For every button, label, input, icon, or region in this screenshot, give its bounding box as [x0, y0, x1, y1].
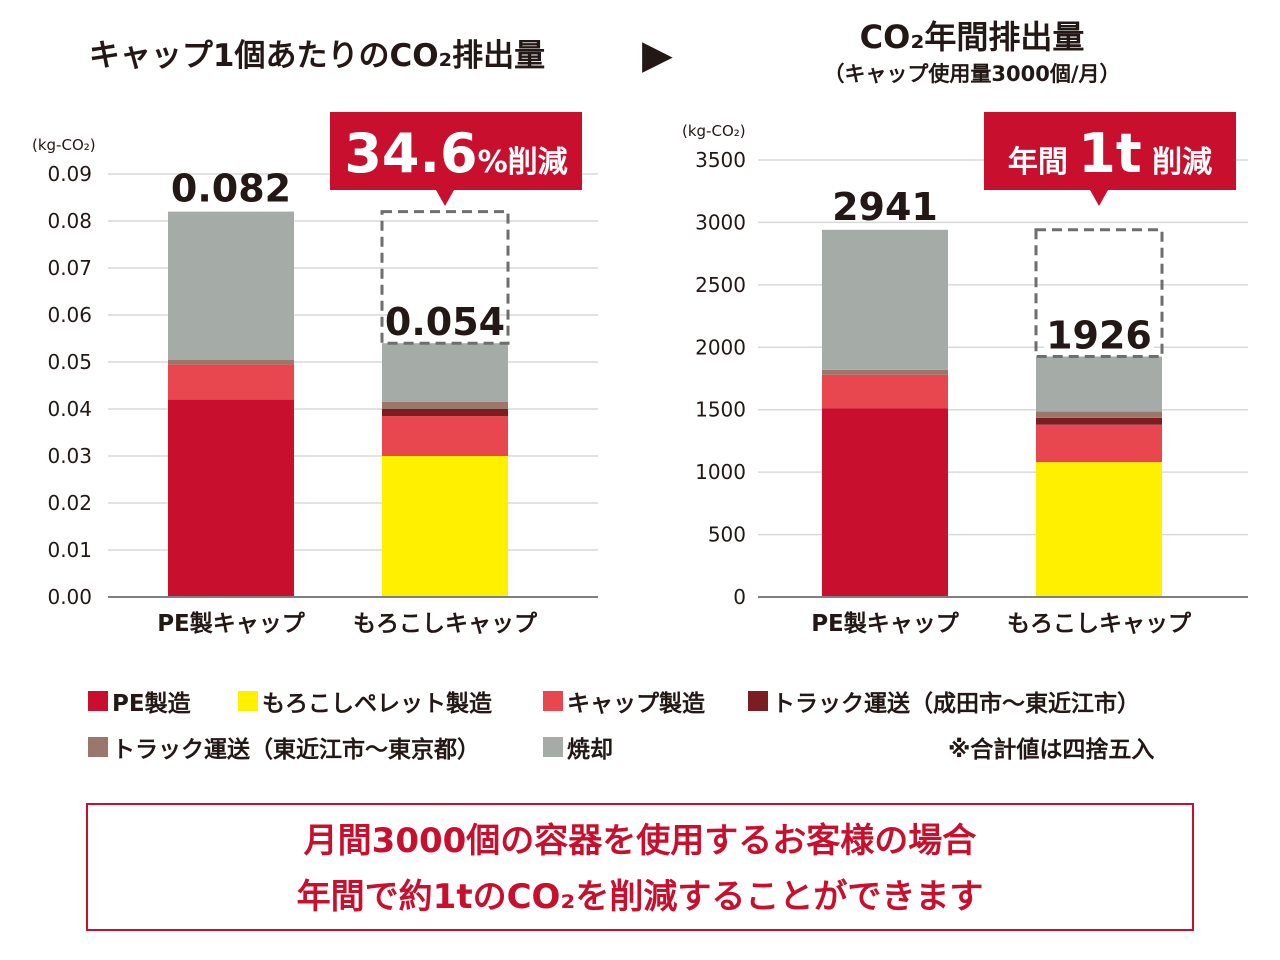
bar-segment [822, 369, 948, 375]
x-category-label: もろこしキャップ [1007, 611, 1192, 637]
reduction-outline [380, 210, 510, 345]
y-tick-label: 0.00 [47, 585, 92, 609]
bar-segment [1036, 417, 1162, 425]
bar-segment [382, 416, 508, 456]
callout-number: 34.6 [344, 122, 477, 185]
y-tick-label: 3000 [695, 210, 746, 234]
total-label-pe: 0.082 [171, 167, 291, 211]
legend-label: トラック運送（成田市～東近江市） [772, 691, 1140, 717]
y-tick-label: 0.01 [47, 538, 92, 562]
callout-prefix: 年間 [1008, 145, 1078, 180]
legend-swatch [88, 737, 108, 757]
bar-segment [822, 374, 948, 409]
chart-2-subtitle: （キャップ使用量3000個/月） [823, 62, 1121, 86]
y-tick-label: 0.05 [47, 350, 92, 374]
bar-segment [1036, 424, 1162, 463]
legend-item-incin: 焼却 [543, 730, 613, 764]
summary-box: 月間3000個の容器を使用するお客様の場合 年間で約1tのCO₂を削減することが… [86, 803, 1194, 931]
callout-number: 1t [1078, 122, 1141, 185]
callout-suffix: %削減 [478, 145, 568, 180]
reduction-callout [330, 112, 582, 190]
y-axis-unit: (kg-CO₂) [32, 136, 96, 154]
callout-text: 34.6%削減 [344, 122, 567, 185]
arrow-icon: ▶ [642, 32, 673, 78]
legend-swatch [238, 691, 258, 711]
bar-segment [1036, 356, 1162, 412]
legend-swatch [88, 691, 108, 711]
bar-segment [168, 364, 294, 400]
legend-swatch [543, 737, 563, 757]
legend-swatch [748, 691, 768, 711]
bar-segment [168, 359, 294, 365]
summary-line-1: 月間3000個の容器を使用するお客様の場合 [303, 821, 977, 861]
bar-segment [168, 399, 294, 597]
callout-text: 年間 1t 削減 [1008, 122, 1212, 185]
y-tick-label: 0.08 [47, 209, 92, 233]
y-tick-label: 2500 [695, 273, 746, 297]
bar-segment [382, 343, 508, 402]
callout-pointer [1090, 190, 1108, 206]
legend-label: トラック運送（東近江市～東京都） [112, 737, 480, 763]
y-tick-label: 0.02 [47, 491, 92, 515]
total-label-corn: 0.054 [385, 300, 505, 344]
chart-annual: (kg-CO₂) 0 500 1000 1500 2000 2500 3000 3500 PE製キ… [682, 112, 1248, 637]
summary-line-2: 年間で約1tのCO₂を削減することができます [296, 877, 984, 917]
total-label-bg [1044, 310, 1154, 353]
legend-item-cap: キャップ製造 [543, 684, 705, 718]
chart-2-title: CO₂年間排出量 [859, 18, 1085, 56]
y-tick-label: 0.07 [47, 256, 92, 280]
y-tick-label: 0.04 [47, 397, 92, 421]
legend-label: 焼却 [567, 737, 613, 763]
y-axis-unit: (kg-CO₂) [682, 122, 746, 140]
bar-segment [1036, 462, 1162, 597]
reduction-callout [984, 112, 1236, 190]
chart-per-cap: (kg-CO₂) 0.00 0.01 0.02 0.03 0.04 0.05 0.06 0.07… [32, 112, 598, 637]
total-label-pe: 2941 [832, 185, 938, 229]
y-tick-label: 1000 [695, 460, 746, 484]
y-tick-label: 500 [708, 523, 746, 547]
y-tick-label: 2000 [695, 335, 746, 359]
bar-segment [382, 456, 508, 597]
x-category-label: PE製キャップ [811, 610, 960, 637]
y-tick-label: 0.09 [47, 162, 92, 186]
total-label-bg [390, 297, 500, 340]
bar-segment [382, 401, 508, 409]
callout-suffix: 削減 [1142, 145, 1212, 180]
y-tick-label: 0.06 [47, 303, 92, 327]
bar-segment [382, 409, 508, 417]
legend-label: PE製造 [112, 691, 191, 717]
legend-label: もろこしペレット製造 [262, 691, 492, 717]
chart-1-title: キャップ1個あたりのCO₂排出量 [88, 38, 546, 74]
x-category-label: もろこしキャップ [353, 611, 538, 637]
y-tick-label: 3500 [695, 148, 746, 172]
legend-label: キャップ製造 [567, 691, 705, 717]
rounding-note: ※合計値は四捨五入 [948, 737, 1155, 763]
bar-segment [822, 229, 948, 370]
legend-item-corn: もろこしペレット製造 [238, 684, 492, 718]
bar-segment [822, 408, 948, 597]
total-label-corn: 1926 [1046, 314, 1152, 358]
legend-item-truck2: トラック運送（東近江市～東京都） [88, 730, 480, 764]
y-tick-label: 0.03 [47, 444, 92, 468]
legend-item-truck1: トラック運送（成田市～東近江市） [748, 684, 1140, 718]
callout-pointer [436, 190, 454, 206]
bar-segment [1036, 411, 1162, 418]
legend-swatch [543, 691, 563, 711]
x-category-label: PE製キャップ [157, 610, 306, 637]
y-tick-label: 1500 [695, 398, 746, 422]
bar-segment [168, 211, 294, 360]
y-tick-label: 0 [733, 585, 746, 609]
legend-item-pe: PE製造 [88, 684, 191, 718]
